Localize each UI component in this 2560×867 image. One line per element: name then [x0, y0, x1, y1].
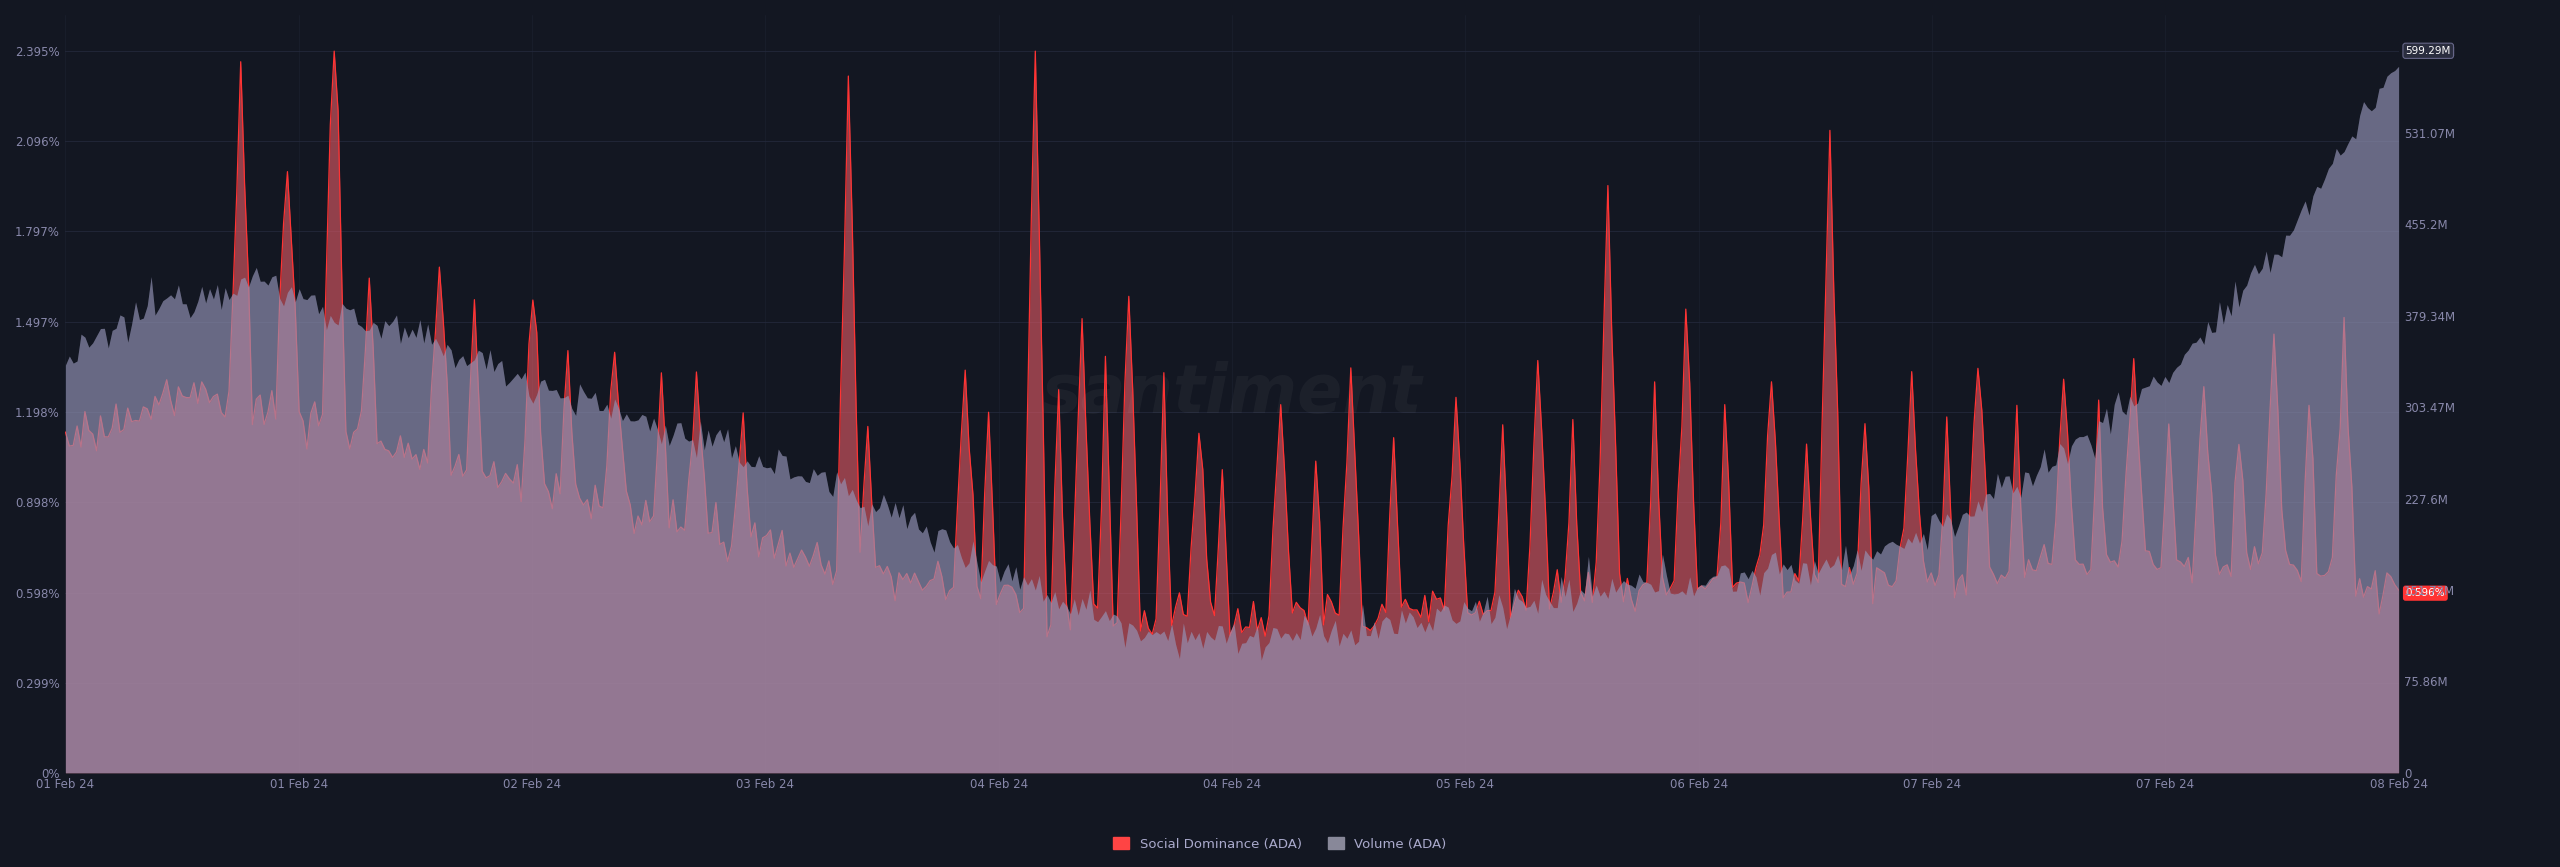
Text: 599.29M: 599.29M	[2406, 46, 2450, 55]
Text: 0.596%: 0.596%	[2406, 588, 2445, 598]
Text: santiment: santiment	[1042, 361, 1423, 427]
Legend: Social Dominance (ADA), Volume (ADA): Social Dominance (ADA), Volume (ADA)	[1108, 832, 1452, 856]
